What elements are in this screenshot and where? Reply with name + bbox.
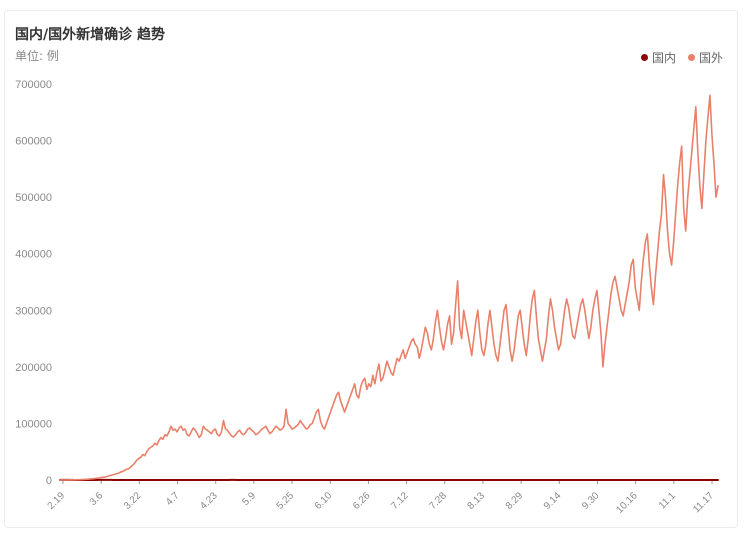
y-tick-label: 500000 bbox=[15, 192, 52, 204]
x-tick-label: 3.22 bbox=[122, 490, 144, 512]
x-tick-label: 9.30 bbox=[580, 490, 602, 512]
legend-label-foreign: 国外 bbox=[698, 51, 723, 65]
y-tick-label: 400000 bbox=[15, 249, 52, 261]
series-line-foreign bbox=[59, 94, 719, 481]
legend-dot-foreign bbox=[687, 54, 695, 61]
y-tick-label: 200000 bbox=[15, 362, 52, 374]
x-tick-label: 4.23 bbox=[198, 490, 220, 512]
legend-item-domestic[interactable]: 国内 bbox=[640, 49, 676, 66]
chart-unit-label: 单位: 例 bbox=[15, 49, 59, 63]
x-tick-label: 7.28 bbox=[427, 490, 449, 512]
chart-legend: 国内 国外 bbox=[640, 49, 723, 66]
x-tick-label: 6.10 bbox=[313, 490, 335, 512]
y-tick-label: 100000 bbox=[15, 418, 52, 430]
x-tick-label: 7.12 bbox=[389, 490, 411, 512]
chart-card: 国内/国外新增确诊 趋势 单位: 例 国内 国外 bbox=[4, 10, 738, 528]
x-tick-label: 3.6 bbox=[88, 490, 106, 508]
x-tick-label: 5.25 bbox=[275, 490, 297, 512]
legend-label-domestic: 国内 bbox=[651, 51, 676, 65]
x-tick-label: 2.19 bbox=[46, 490, 68, 512]
y-tick-label: 600000 bbox=[15, 136, 52, 148]
x-tick-label: 4.7 bbox=[164, 490, 182, 508]
x-tick-label: 10.16 bbox=[614, 490, 640, 516]
x-tick-label: 8.29 bbox=[504, 490, 526, 512]
chart-title: 国内/国外新增确诊 趋势 bbox=[15, 27, 165, 43]
legend-dot-domestic bbox=[640, 54, 648, 61]
x-tick-label: 5.9 bbox=[240, 490, 258, 508]
x-tick-label: 11.17 bbox=[691, 490, 716, 515]
y-tick-label: 300000 bbox=[15, 305, 52, 317]
x-tick-label: 6.26 bbox=[351, 490, 373, 512]
x-tick-label: 8.13 bbox=[466, 490, 488, 512]
y-tick-label: 700000 bbox=[15, 79, 52, 91]
x-tick-label: 11.1 bbox=[657, 490, 678, 511]
x-tick-label: 9.14 bbox=[542, 490, 564, 512]
y-tick-label: 0 bbox=[46, 475, 52, 487]
legend-item-foreign[interactable]: 国外 bbox=[687, 49, 723, 66]
